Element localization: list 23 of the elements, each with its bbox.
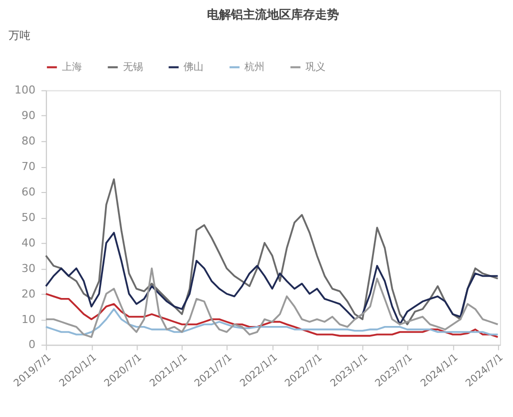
y-tick-label: 30 xyxy=(21,262,36,275)
line-series xyxy=(45,178,499,326)
y-tick-label: 90 xyxy=(21,109,36,122)
line-series xyxy=(45,292,499,338)
y-tick-label: 70 xyxy=(21,160,36,174)
legend-label: 无锡 xyxy=(122,62,143,74)
line-series xyxy=(45,232,499,326)
line-series xyxy=(45,308,499,336)
y-tick-label: 40 xyxy=(21,236,36,250)
y-tick-label: 50 xyxy=(21,210,36,224)
line-series xyxy=(45,267,499,338)
y-tick-label: 100 xyxy=(14,84,36,97)
y-tick-label: 0 xyxy=(28,338,36,352)
y-tick-label: 80 xyxy=(21,134,36,148)
legend-label: 上海 xyxy=(62,61,82,74)
y-tick-label: 60 xyxy=(21,186,36,198)
legend-label: 杭州 xyxy=(244,61,265,74)
y-tick-label: 10 xyxy=(21,312,36,326)
y-axis-title: 万吨 xyxy=(8,28,30,42)
legend-label: 巩义 xyxy=(305,61,326,74)
chart-title: 电解铝主流地区库存走势 xyxy=(206,7,339,22)
y-tick-label: 20 xyxy=(21,287,36,300)
legend-label: 佛山 xyxy=(184,61,204,74)
